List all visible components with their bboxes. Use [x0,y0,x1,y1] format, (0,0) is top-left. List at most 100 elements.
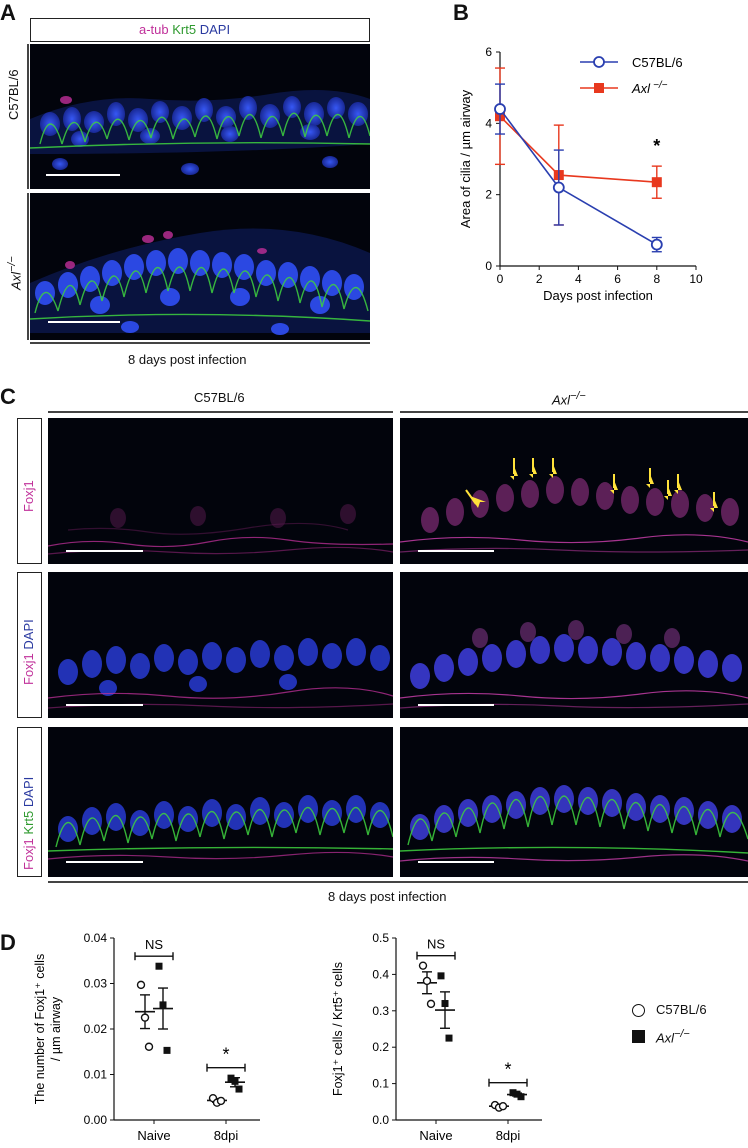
panel-letter-d: D [0,930,16,955]
data-point [445,1034,453,1042]
micrograph-c-ko-foxj1-dapi [400,572,748,718]
x-tick-label: 6 [614,272,621,286]
arrow-icon [470,496,486,508]
data-point [552,181,565,194]
data-point [422,976,432,986]
panel-c-footer: 8 days post infection [328,889,447,904]
row-label-ko: Axl−/− [6,256,23,290]
significance-star: * [653,136,660,156]
stain-dapi-label: DAPI [199,22,231,37]
micrograph-c-ko-foxj1 [400,418,748,564]
y-tick-label: 0.03 [84,977,108,991]
stain-krt5-label: Krt5 [172,22,197,37]
stain-legend-box: a-tub Krt5 DAPI [30,18,370,42]
x-axis-label: Days post infection [543,288,653,303]
data-point [517,1093,525,1101]
y-tick-label: 0.1 [372,1077,389,1091]
data-point [163,1046,171,1054]
data-point [441,1000,449,1008]
col-label-ko-sup: −/− [570,390,586,402]
micrograph-c-ko-merge-drawing [400,785,748,862]
row3-dapi-label: DAPI [21,776,36,808]
micrograph-c-ko-merge [400,727,748,877]
col-label-ko-text: Axl [552,392,571,408]
series-line [499,115,657,183]
y-tick-label: 0 [485,259,492,273]
scale-bar [418,550,494,552]
chart-d-right: 0.0 0.1 0.2 0.3 0.4 0.5 Naive 8dpi Foxj1⁺ cells … [331,931,542,1143]
y-tick-label: 0.5 [372,931,389,945]
data-point [235,1085,243,1093]
data-point [426,999,436,1009]
col-label-ko: Axl−/− [552,390,586,407]
significance-label: NS [145,937,163,952]
micrograph-c-wt-foxj1-dapi-drawing [48,638,393,709]
scale-bar [418,704,494,706]
stain-legend: a-tub Krt5 DAPI [139,22,230,37]
row-box-2: Foxj1 DAPI [17,572,42,718]
panel-a-footer: 8 days post infection [128,352,247,367]
x-tick-label: 10 [689,272,703,286]
chart-b: 0 2 4 6 8 10 0 2 4 6 Days post infection Area of ci… [458,45,703,303]
row-box-1: Foxj1 [17,418,42,564]
x-tick-label: 4 [575,272,582,286]
panel-letter-a: A [0,0,16,25]
data-point [144,1042,154,1051]
chart-d-left: 0.00 0.01 0.02 0.03 0.04 Naive 8dpi The number … [33,931,260,1143]
legend-marker [593,56,605,68]
data-point [227,1074,235,1082]
data-point [509,1089,517,1097]
y-tick-label: 4 [485,116,492,130]
x-tick-label: 8 [653,272,660,286]
y-axis-label: The number of Foxj1⁺ cells [33,954,47,1104]
scale-bar [66,704,143,706]
scale-bar [66,550,143,552]
row3-krt5-label: Krt5 [21,810,36,835]
micrograph-c-ko-foxj1-dapi-drawing [400,620,748,709]
scale-bar [48,321,120,323]
micrograph-c-wt-foxj1-dapi [48,572,393,718]
row3-foxj1-label: Foxj1 [21,838,36,870]
x-tick-label: Naive [137,1128,170,1143]
legend-label: Axl −/− [631,80,668,96]
panel-letter-c: C [0,384,16,409]
micrograph-c-wt-merge [48,727,393,877]
data-point [651,177,662,188]
micrograph-a-ko [30,193,370,340]
data-point [155,962,163,970]
micrograph-a-wt-drawing [30,90,370,175]
y-tick-label: 0.02 [84,1022,108,1036]
open-circle-icon [632,1004,645,1017]
row1-foxj1-label: Foxj1 [21,480,36,512]
scale-bar [46,174,120,176]
x-tick-label: 0 [497,272,504,286]
data-point [437,972,445,980]
x-tick-label: Naive [419,1128,452,1143]
row-box-3: Foxj1 Krt5 DAPI [17,727,42,877]
micrograph-c-wt-foxj1 [48,418,393,564]
significance-label: NS [427,937,445,952]
scale-bar [66,861,143,863]
micrograph-c-wt-foxj1-drawing [48,504,393,555]
y-tick-label: 0.04 [84,931,108,945]
legend-marker [594,83,604,93]
panel-letter-b: B [453,0,469,25]
micrograph-a-ko-drawing [30,228,370,335]
x-tick-label: 8dpi [214,1128,239,1143]
legend-d-ko-text: Axl [656,1030,675,1046]
row-label-wt: C57BL/6 [6,69,21,120]
x-tick-label: 8dpi [496,1128,521,1143]
x-tick-label: 2 [536,272,543,286]
legend-d-wt-label: C57BL/6 [656,1002,707,1017]
data-point [513,1090,521,1098]
row2-dapi-label: DAPI [21,619,36,650]
legend-d-ko-label: Axl−/− [656,1028,690,1045]
y-axis-label: Foxj1⁺ cells / Krt5⁺ cells [331,962,345,1096]
data-point [494,103,506,115]
y-tick-label: 0.4 [372,967,389,981]
row-label-ko-sup: −/− [6,256,18,272]
filled-square-icon [632,1030,645,1043]
data-point [136,980,146,990]
y-tick-label: 0.3 [372,1004,389,1018]
data-point [498,1101,508,1111]
